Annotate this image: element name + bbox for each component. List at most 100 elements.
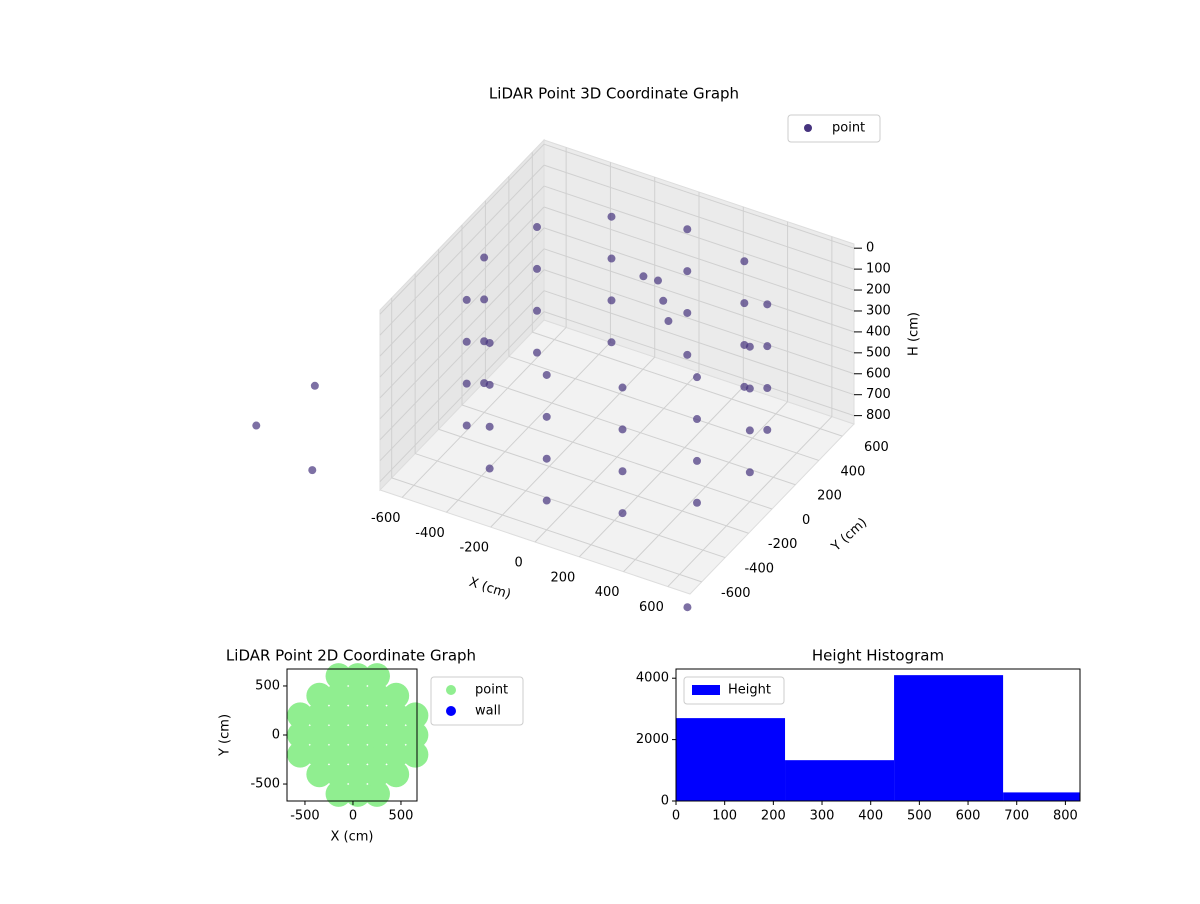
point — [659, 296, 668, 305]
z-tick-label: 500 — [866, 345, 891, 360]
point — [618, 467, 627, 476]
grid-line — [543, 290, 855, 396]
point — [763, 384, 772, 393]
z-tick-label: 300 — [866, 303, 891, 318]
point — [462, 337, 471, 346]
point — [306, 722, 333, 748]
point — [745, 384, 754, 393]
z-axis-label: H (cm) — [907, 312, 922, 356]
point — [763, 342, 772, 351]
grid-line — [508, 355, 820, 461]
x-tick-label: 100 — [712, 809, 737, 824]
y-tick-label: 0 — [661, 794, 669, 809]
point — [607, 296, 616, 305]
plot-frame — [675, 668, 1081, 802]
point — [344, 780, 371, 807]
point — [745, 342, 754, 351]
point — [683, 603, 692, 612]
point — [287, 741, 314, 768]
x-tick-label: 0 — [672, 809, 680, 824]
point — [308, 466, 317, 475]
point — [383, 741, 410, 768]
point — [533, 306, 541, 315]
x-tick-label: 800 — [1053, 809, 1078, 824]
x-tick-label: 300 — [810, 809, 835, 824]
y-axis-label: Y (cm) — [828, 515, 870, 555]
z-tick-label: 800 — [866, 408, 891, 423]
point — [383, 722, 410, 748]
grid-line — [543, 164, 855, 270]
y-tick-label: 500 — [255, 678, 280, 693]
point — [693, 373, 701, 382]
grid-line — [438, 428, 749, 534]
point — [325, 702, 352, 729]
y-tick-label: -200 — [768, 537, 798, 552]
grid-line — [532, 331, 843, 437]
z-tick-label: 700 — [866, 387, 891, 402]
x-tick-label: 200 — [761, 809, 786, 824]
point — [664, 317, 673, 326]
point — [763, 425, 772, 434]
grid-line — [543, 206, 855, 312]
point — [287, 722, 314, 748]
point — [542, 496, 551, 505]
grid-line — [543, 143, 855, 249]
x-tick-label: -500 — [290, 809, 320, 824]
x-tick-label: 600 — [639, 600, 664, 615]
legend-box — [787, 114, 881, 143]
grid-line — [379, 311, 545, 482]
x-tick-label: 700 — [1004, 809, 1029, 824]
z-tick-label: 100 — [866, 262, 891, 277]
point — [639, 272, 648, 281]
point — [542, 454, 551, 463]
x-tick-label: 200 — [550, 570, 575, 585]
point — [462, 295, 471, 304]
z-tick-label: 400 — [866, 324, 891, 339]
legend-swatch — [692, 685, 720, 695]
grid-line — [543, 185, 855, 291]
y-tick-label: 600 — [864, 440, 889, 455]
x-axis-label: X (cm) — [467, 575, 513, 603]
grid-line — [379, 143, 545, 315]
point — [693, 456, 701, 465]
point — [542, 412, 551, 421]
point — [344, 741, 371, 768]
point — [306, 702, 333, 729]
x-tick-label: 400 — [595, 585, 620, 600]
grid-line — [379, 248, 545, 420]
y-tick-label: -600 — [721, 586, 751, 601]
point — [683, 308, 692, 317]
point — [306, 682, 333, 709]
bar — [894, 675, 1004, 801]
point — [533, 264, 541, 273]
point — [654, 276, 662, 285]
x-tick-label: 500 — [907, 809, 932, 824]
grid-line — [391, 477, 702, 583]
point — [310, 381, 319, 390]
point — [683, 267, 692, 276]
point — [363, 722, 390, 748]
point — [402, 722, 429, 748]
grid-line — [543, 269, 855, 375]
x-tick-label: -400 — [415, 526, 445, 541]
point — [607, 338, 616, 347]
grid-line — [414, 453, 726, 559]
grid-line — [379, 206, 545, 378]
y-tick-label: 4000 — [636, 671, 669, 686]
point — [325, 682, 352, 709]
bars — [676, 675, 1080, 801]
grid-line — [379, 164, 545, 336]
x-tick-label: 600 — [956, 809, 981, 824]
point — [344, 702, 371, 729]
point — [344, 722, 371, 748]
point — [533, 223, 541, 232]
point — [363, 741, 390, 768]
grid-line — [379, 227, 545, 399]
chart-title: LiDAR Point 2D Coordinate Graph — [226, 647, 476, 665]
y-axis-label: Y (cm) — [218, 714, 233, 757]
point — [480, 295, 489, 304]
point — [683, 350, 692, 359]
bar — [785, 760, 895, 801]
x-tick-label: -200 — [460, 541, 490, 556]
point — [745, 468, 754, 477]
